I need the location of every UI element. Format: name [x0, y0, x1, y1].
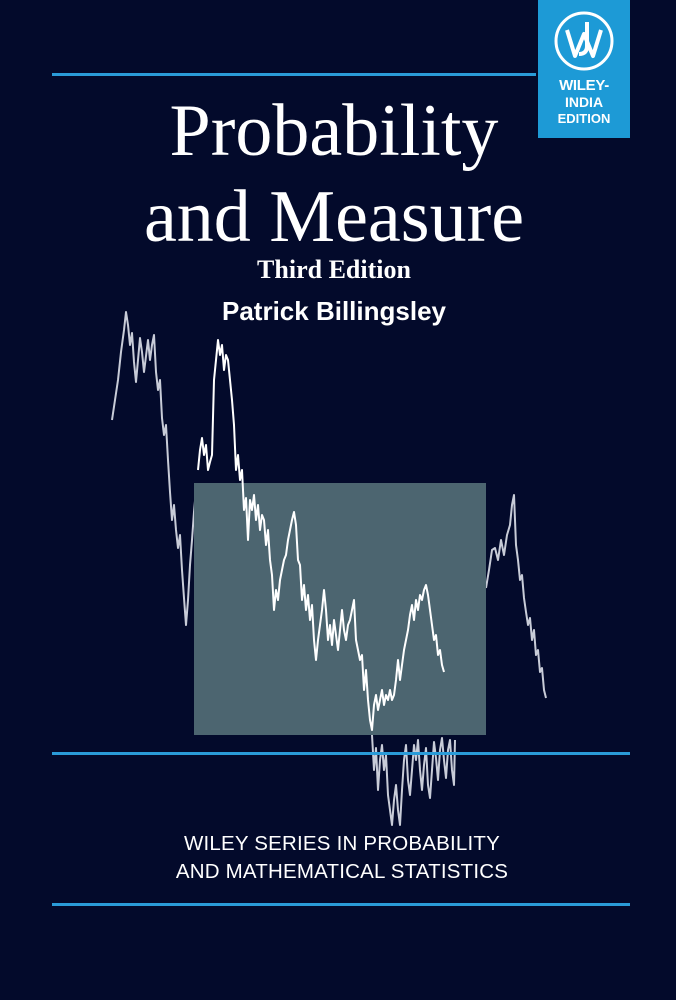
series-line-1: WILEY SERIES IN PROBABILITY [183, 832, 501, 855]
title-line-2: and Measure [143, 176, 525, 258]
wiley-logo-icon [554, 11, 614, 71]
badge-line-india: INDIA [564, 94, 604, 110]
edition-label: Third Edition [257, 255, 411, 284]
title-line-1: Probability [169, 90, 499, 172]
random-walk-path-left [111, 311, 197, 626]
series-line-2: AND MATHEMATICAL STATISTICS [175, 860, 509, 883]
top-rule [52, 73, 536, 76]
random-walk-path-right [485, 494, 547, 699]
random-walk-path-bottom [371, 734, 456, 826]
badge-line-edition: EDITION [557, 111, 611, 126]
random-walk-path-inset [197, 339, 445, 731]
middle-rule [52, 752, 630, 755]
publisher-badge: WILEY- INDIA EDITION [538, 0, 630, 138]
author-name: Patrick Billingsley [222, 296, 446, 326]
badge-line-wiley: WILEY- [559, 77, 609, 94]
bottom-rule [52, 903, 630, 906]
inset-box [194, 483, 486, 735]
